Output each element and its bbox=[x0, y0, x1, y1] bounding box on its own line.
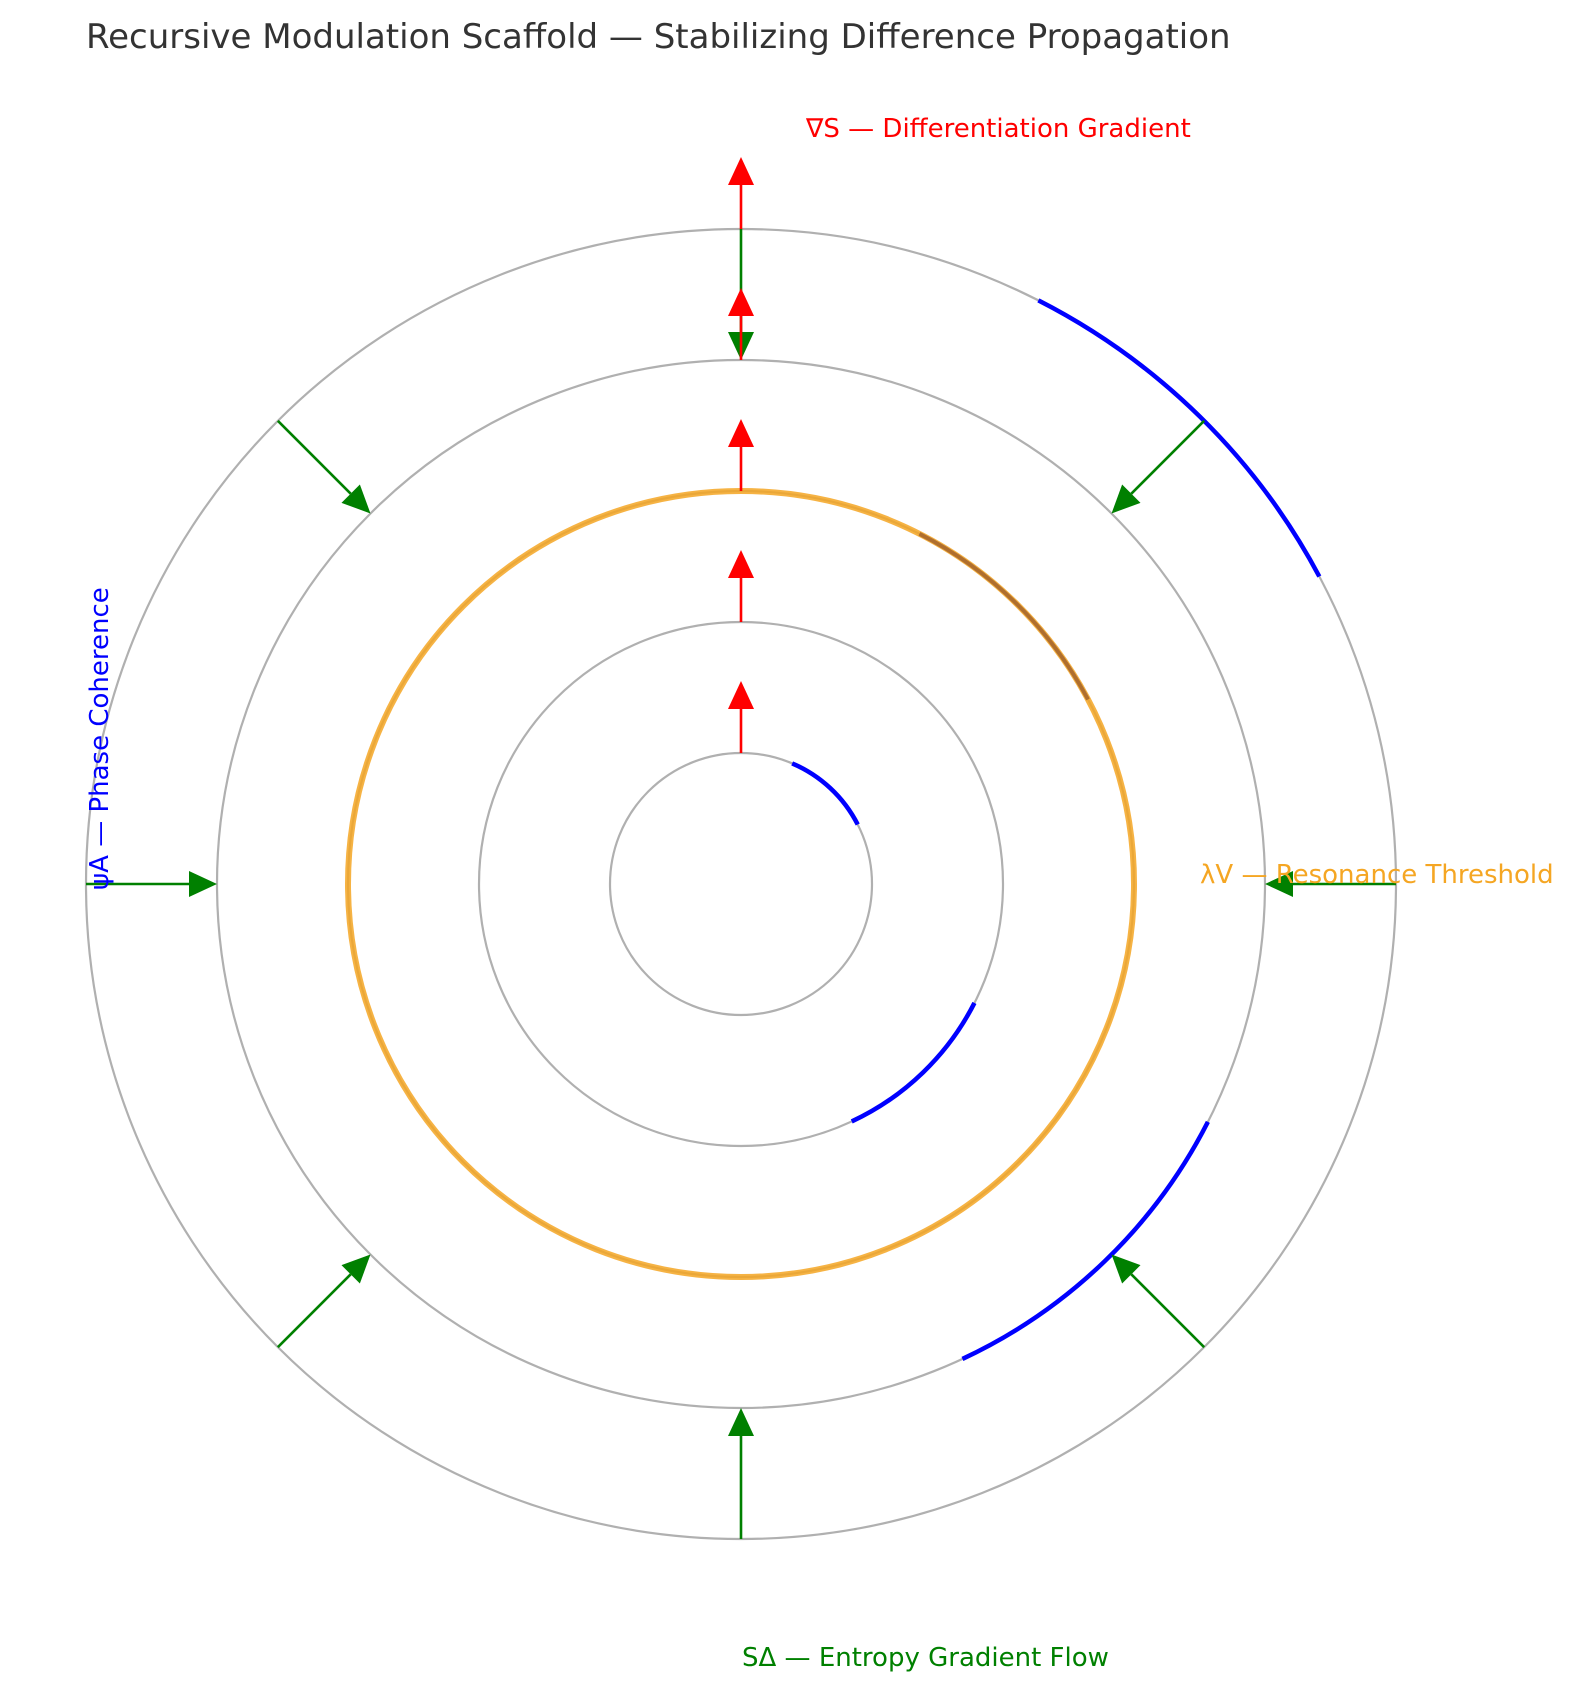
entropy-arrow-5 bbox=[86, 871, 217, 897]
label-resonance-threshold: λV — Resonance Threshold bbox=[1200, 860, 1554, 890]
gradient-arrow-3-head bbox=[728, 418, 754, 447]
entropy-arrow-8-head bbox=[1111, 1254, 1141, 1284]
coherence-arc-3 bbox=[918, 532, 1090, 701]
gradient-arrow-5 bbox=[728, 156, 754, 229]
diagram-title: Recursive Modulation Scaffold — Stabiliz… bbox=[86, 17, 1231, 57]
entropy-arrow-8-shaft bbox=[1130, 1273, 1206, 1349]
entropy-arrow-7-head bbox=[728, 1408, 754, 1436]
coherence-arc-2 bbox=[850, 1001, 977, 1124]
entropy-arrow-6-head bbox=[341, 1254, 371, 1284]
entropy-arrow-5-head bbox=[189, 871, 217, 897]
entropy-arrow-2-shaft bbox=[1130, 419, 1206, 495]
label-entropy-gradient-flow: SΔ — Entropy Gradient Flow bbox=[742, 1643, 1109, 1673]
entropy-arrow-2 bbox=[1111, 419, 1206, 514]
label-differentiation-gradient: ∇S — Differentiation Gradient bbox=[805, 114, 1191, 144]
gradient-arrow-1 bbox=[728, 680, 754, 753]
entropy-arrow-4-shaft bbox=[276, 419, 352, 495]
ring-4 bbox=[215, 358, 1267, 1410]
coherence-arcs-layer bbox=[791, 298, 1322, 1361]
gradient-arrow-2 bbox=[728, 549, 754, 622]
entropy-arrow-8 bbox=[1111, 1254, 1206, 1349]
gradient-arrow-3 bbox=[728, 418, 754, 491]
entropy-arrow-6 bbox=[276, 1254, 371, 1349]
coherence-arc-5 bbox=[1037, 298, 1322, 578]
entropy-arrow-4 bbox=[276, 419, 371, 514]
gradient-arrow-1-head bbox=[728, 680, 754, 709]
entropy-arrow-4-head bbox=[341, 484, 371, 514]
entropy-arrow-1-head bbox=[1265, 871, 1293, 897]
coherence-arc-4 bbox=[961, 1120, 1210, 1361]
entropy-arrow-6-shaft bbox=[276, 1273, 352, 1349]
gradient-arrow-4 bbox=[728, 287, 754, 360]
gradient-arrows-layer bbox=[728, 156, 754, 753]
coherence-arc-1 bbox=[791, 761, 860, 826]
gradient-arrow-4-head bbox=[728, 287, 754, 316]
entropy-arrow-1 bbox=[1265, 871, 1396, 897]
entropy-arrow-7 bbox=[728, 1408, 754, 1539]
label-phase-coherence: ψA — Phase Coherence bbox=[85, 587, 115, 890]
entropy-arrow-2-head bbox=[1111, 484, 1141, 514]
gradient-arrow-5-head bbox=[728, 156, 754, 185]
gradient-arrow-2-head bbox=[728, 549, 754, 578]
